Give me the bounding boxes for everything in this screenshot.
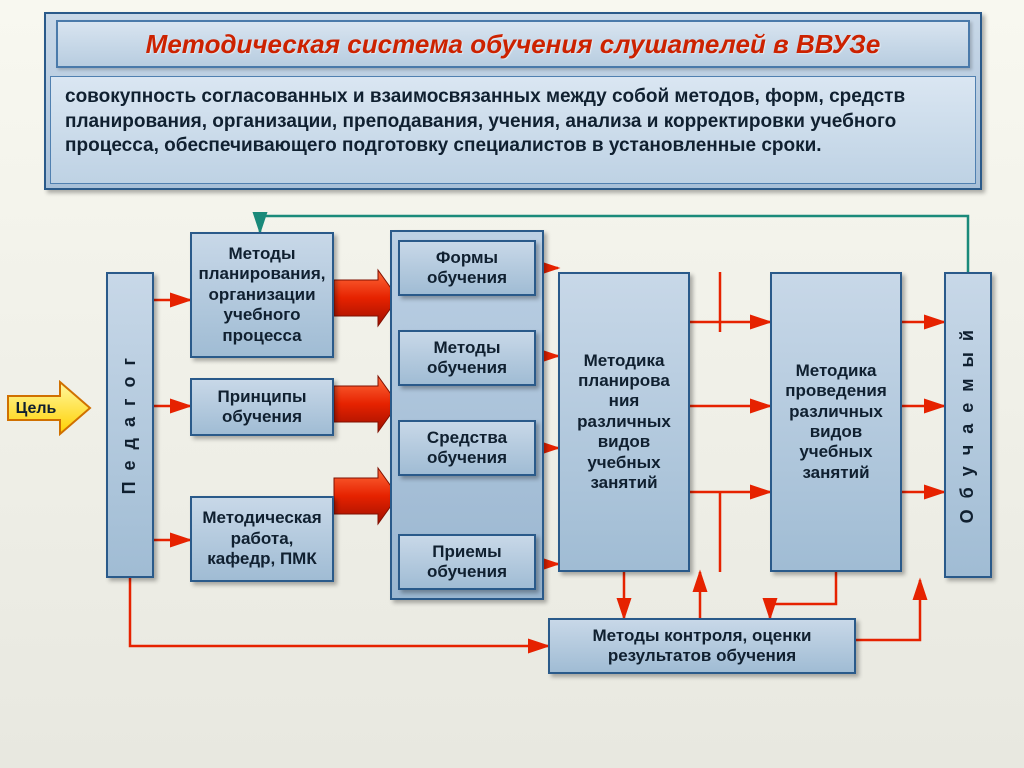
node-student: О б у ч а е м ы й — [944, 272, 992, 578]
node-pedagog: П е д а г о г — [106, 272, 154, 578]
node-methodology-conduct: Методика проведения различных видов учеб… — [770, 272, 902, 572]
label-student: О б у ч а е м ы й — [957, 327, 979, 523]
node-means: Средства обучения — [398, 420, 536, 476]
node-control: Методы контроля, оценки результатов обуч… — [548, 618, 856, 674]
title-bar: Методическая система обучения слушателей… — [56, 20, 970, 68]
goal-arrow: Цель — [6, 380, 92, 436]
node-methodology-plan: Методика планирова ния различных видов у… — [558, 272, 690, 572]
description-box: совокупность согласованных и взаимосвяза… — [50, 76, 976, 184]
node-techniques: Приемы обучения — [398, 534, 536, 590]
label-methodology-conduct: Методика проведения различных видов учеб… — [778, 361, 894, 483]
label-methods-planning: Методы планирования, организации учебног… — [198, 244, 326, 346]
node-methods-planning: Методы планирования, организации учебног… — [190, 232, 334, 358]
label-methods-teach: Методы обучения — [406, 338, 528, 379]
label-means: Средства обучения — [406, 428, 528, 469]
label-method-work: Методическая работа, кафедр, ПМК — [198, 508, 326, 569]
node-principles: Принципы обучения — [190, 378, 334, 436]
label-principles: Принципы обучения — [198, 387, 326, 428]
title-text: Методическая система обучения слушателей… — [146, 29, 881, 60]
label-techniques: Приемы обучения — [406, 542, 528, 583]
label-methodology-plan: Методика планирова ния различных видов у… — [566, 351, 682, 494]
label-forms: Формы обучения — [406, 248, 528, 289]
label-pedagog: П е д а г о г — [119, 355, 141, 494]
label-control: Методы контроля, оценки результатов обуч… — [556, 626, 848, 667]
node-methods-teach: Методы обучения — [398, 330, 536, 386]
goal-label: Цель — [16, 400, 57, 417]
node-method-work: Методическая работа, кафедр, ПМК — [190, 496, 334, 582]
node-forms: Формы обучения — [398, 240, 536, 296]
